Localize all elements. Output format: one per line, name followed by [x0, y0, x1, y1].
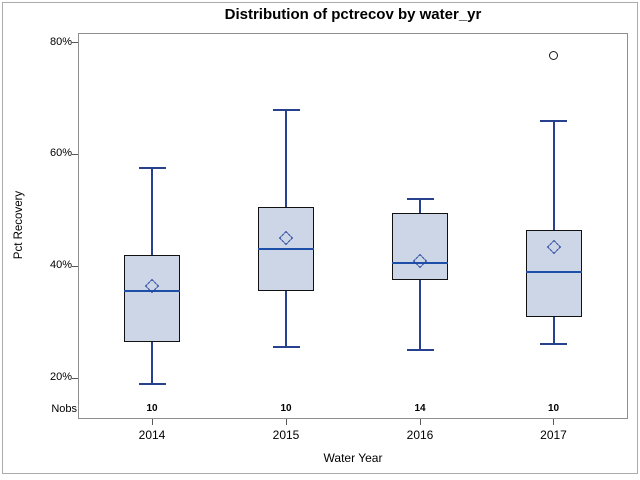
y-tick-mark-60: [72, 153, 78, 155]
median-line-2014: [124, 290, 180, 293]
plot-area: [78, 33, 628, 419]
whisker-cap-low-2014: [138, 382, 166, 385]
x-category-label-2016: 2016: [406, 428, 434, 442]
nobs-value-2016: 14: [414, 403, 426, 414]
whisker-cap-low-2017: [540, 343, 567, 346]
whisker-cap-low-2016: [406, 349, 434, 352]
x-category-label-2017: 2017: [540, 428, 567, 442]
nobs-row-label: Nobs: [51, 403, 77, 415]
whisker-cap-low-2015: [272, 346, 300, 349]
y-axis-title: Pct Recovery: [13, 190, 25, 260]
median-line-2016: [392, 262, 448, 265]
y-tick-label-80: 80%: [49, 35, 72, 48]
nobs-value-2014: 10: [146, 403, 158, 414]
y-tick-label-60: 60%: [49, 147, 72, 160]
x-tick-mark-2014: [151, 419, 153, 425]
whisker-cap-high-2017: [540, 119, 567, 122]
whisker-lower-2017: [552, 316, 555, 345]
x-axis-title: Water Year: [323, 451, 383, 465]
box-2016: [392, 213, 448, 281]
whisker-lower-2016: [419, 280, 421, 351]
x-category-label-2014: 2014: [138, 428, 166, 442]
median-line-2017: [525, 270, 582, 273]
whisker-upper-2016: [419, 199, 421, 214]
box-2017: [525, 229, 582, 317]
whisker-lower-2014: [151, 341, 153, 384]
nobs-value-2017: 10: [547, 403, 560, 414]
chart-title: Distribution of pctrecov by water_yr: [224, 6, 482, 23]
x-tick-mark-2015: [285, 419, 287, 425]
whisker-upper-2017: [552, 120, 555, 230]
whisker-lower-2015: [285, 291, 287, 348]
nobs-value-2015: 10: [280, 403, 292, 414]
x-category-label-2015: 2015: [272, 428, 300, 442]
whisker-cap-high-2014: [138, 167, 166, 170]
median-line-2015: [258, 248, 314, 251]
box-2014: [124, 254, 180, 342]
x-tick-mark-2016: [419, 419, 421, 425]
outlier-2017-0: [548, 51, 558, 61]
y-tick-mark-40: [72, 265, 78, 267]
x-tick-mark-2017: [553, 419, 554, 425]
y-tick-mark-20: [72, 377, 78, 379]
y-tick-label-40: 40%: [49, 259, 72, 272]
y-tick-label-20: 20%: [49, 371, 72, 384]
whisker-upper-2014: [151, 168, 153, 255]
whisker-cap-high-2016: [406, 198, 434, 201]
y-tick-mark-80: [72, 42, 78, 43]
whisker-upper-2015: [285, 109, 287, 208]
whisker-cap-high-2015: [272, 108, 300, 111]
